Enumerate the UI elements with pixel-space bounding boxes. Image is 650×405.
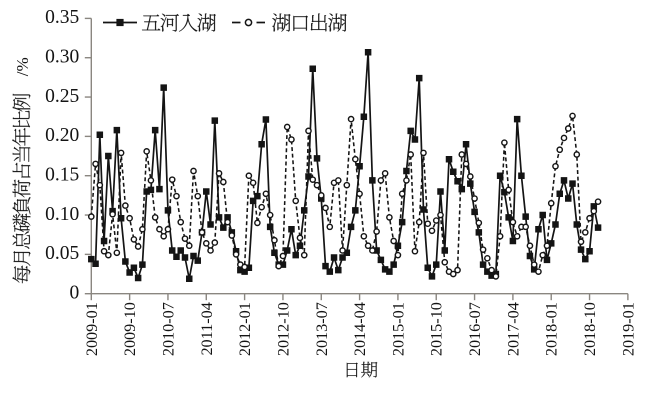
svg-text:2017-04: 2017-04 xyxy=(504,302,522,356)
svg-text:0.15: 0.15 xyxy=(45,165,79,186)
svg-text:2010-07: 2010-07 xyxy=(159,302,177,356)
svg-text:2009-10: 2009-10 xyxy=(121,302,139,356)
svg-text:2019-01: 2019-01 xyxy=(619,302,637,356)
svg-text:2015-10: 2015-10 xyxy=(428,302,446,356)
svg-text:0.25: 0.25 xyxy=(45,86,79,107)
svg-text:2013-07: 2013-07 xyxy=(313,302,331,356)
svg-text:2015-01: 2015-01 xyxy=(389,302,407,356)
svg-text:/%: /% xyxy=(13,57,32,76)
svg-text:0: 0 xyxy=(69,283,79,304)
svg-text:0.30: 0.30 xyxy=(45,47,79,68)
svg-text:2016-07: 2016-07 xyxy=(466,302,484,356)
svg-text:0.10: 0.10 xyxy=(45,204,79,225)
svg-text:0.20: 0.20 xyxy=(45,125,79,146)
svg-text:2014-04: 2014-04 xyxy=(351,302,369,356)
svg-text:2018-10: 2018-10 xyxy=(581,302,599,356)
svg-text:0.05: 0.05 xyxy=(45,243,79,264)
svg-text:2018-01: 2018-01 xyxy=(543,302,561,356)
svg-text:2012-10: 2012-10 xyxy=(274,302,292,356)
svg-text:2011-04: 2011-04 xyxy=(198,302,216,355)
svg-text:2009-01: 2009-01 xyxy=(83,302,101,356)
svg-text:0.35: 0.35 xyxy=(45,7,79,28)
svg-text:2012-01: 2012-01 xyxy=(236,302,254,356)
